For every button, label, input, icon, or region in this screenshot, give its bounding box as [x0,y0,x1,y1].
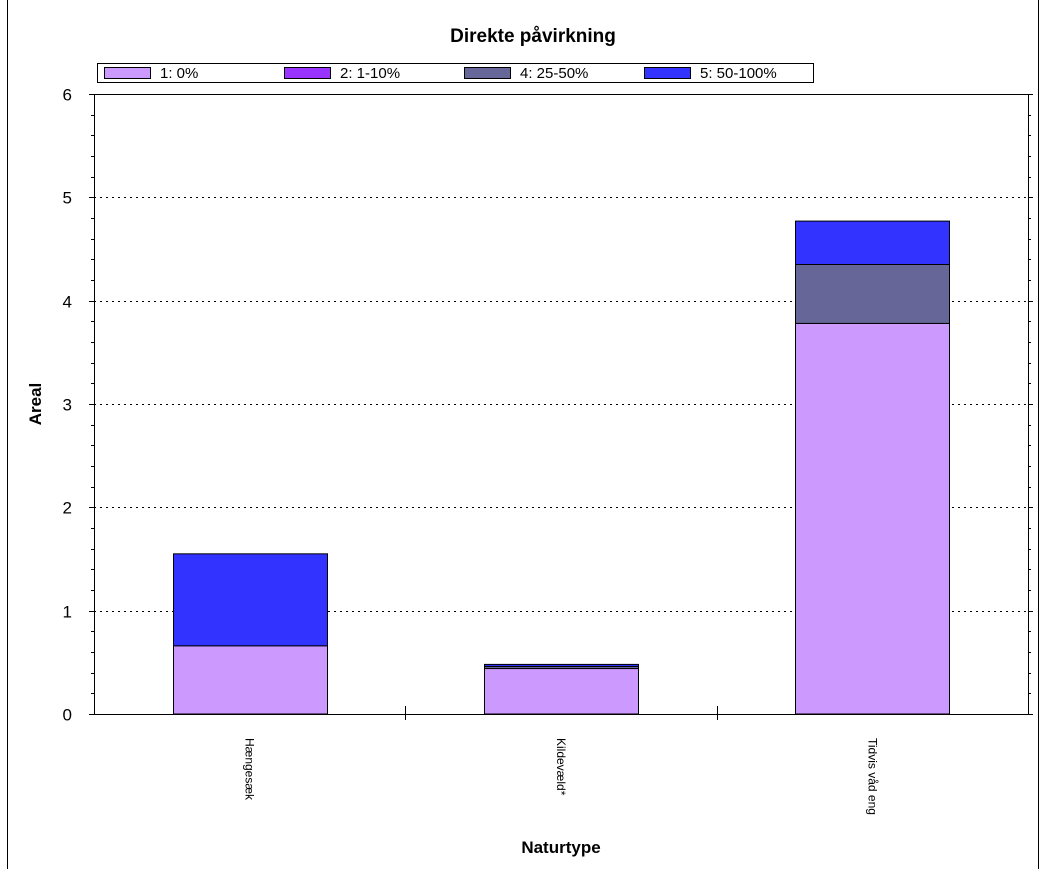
bar-segment [173,645,328,715]
bar-segment [795,264,950,324]
y-tick-label: 0 [63,706,72,725]
x-tick-label: Tidvis våd eng [865,738,879,815]
y-axis: 0 1 2 3 4 5 6 [63,86,1033,725]
y-axis-label: Areal [26,383,45,426]
legend-label: 5: 50-100% [700,65,777,82]
y-tick-label: 1 [63,603,72,622]
y-tick-label: 4 [63,293,72,312]
bar-segment [484,663,639,667]
legend-box [97,63,814,83]
x-axis: Hængesæk Kildevæld* Tidvis våd eng [243,706,879,815]
y-tick-label: 2 [63,499,72,518]
x-tick-label: Hængesæk [243,738,257,801]
bar-segment [484,668,639,715]
legend-swatch [644,67,691,79]
legend-swatch [464,67,511,79]
y-tick-label: 6 [63,86,72,105]
x-tick-label: Kildevæld* [554,738,568,796]
y-tick-label: 3 [63,396,72,415]
bar-segment [795,220,950,266]
chart-title: Direkte påvirkning [450,26,616,47]
legend-label: 2: 1-10% [340,65,400,82]
y-tick-label: 5 [63,189,72,208]
bars [173,220,950,715]
bar-segment [795,322,950,715]
legend-swatch [104,67,151,79]
legend-label: 4: 25-50% [520,65,588,82]
x-axis-label: Naturtype [521,838,600,857]
legend-label: 1: 0% [160,65,198,82]
legend: 1: 0% 2: 1-10% 4: 25-50% 5: 50-100% [97,63,814,83]
legend-swatch [284,67,331,79]
bar-segment [173,553,328,647]
